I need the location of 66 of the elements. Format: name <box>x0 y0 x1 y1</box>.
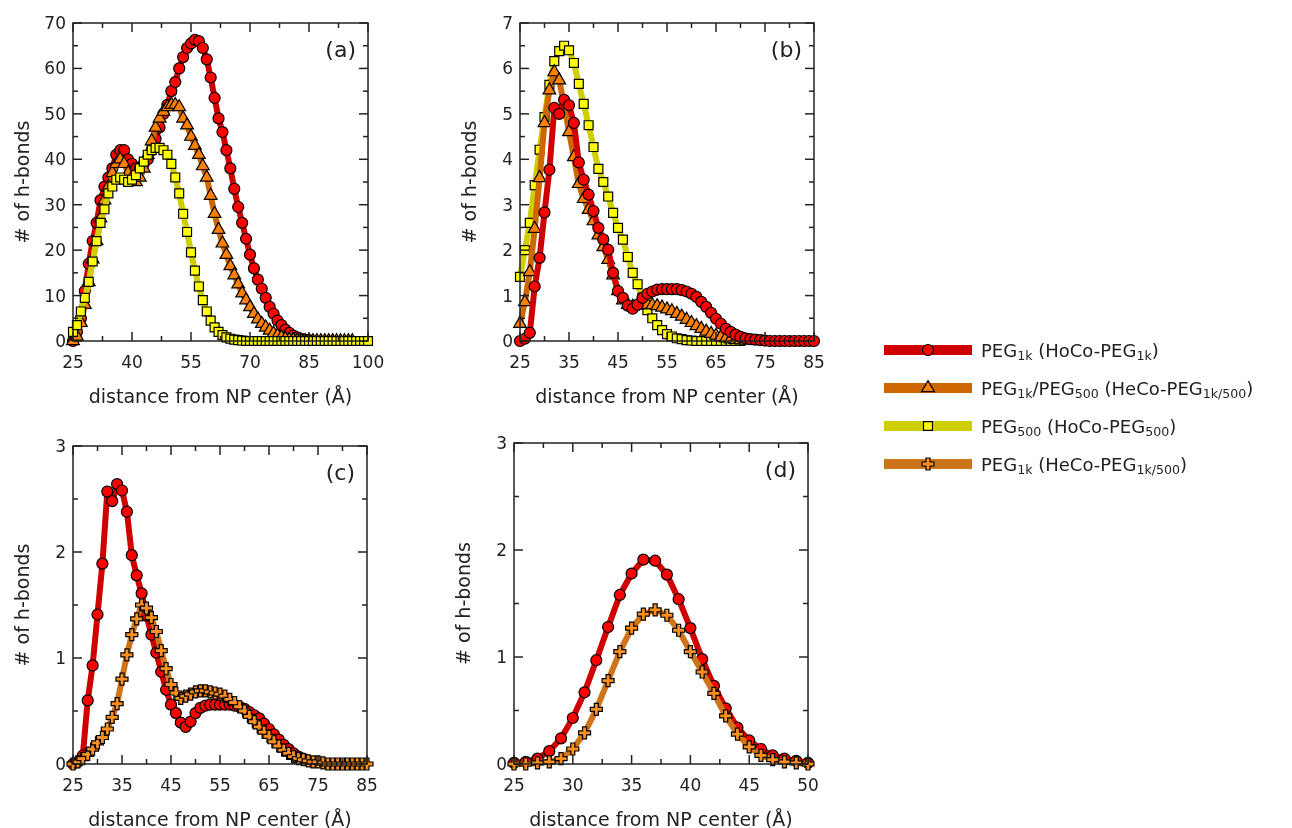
x-tick-label: 65 <box>258 775 280 795</box>
x-axis-title: distance from NP center (Å) <box>88 385 353 407</box>
y-axis-title: # of h-bonds <box>11 543 33 667</box>
x-tick-label: 75 <box>307 775 329 795</box>
y-tick-label: 3 <box>496 433 507 453</box>
y-axis-title: # of h-bonds <box>11 120 33 244</box>
y-tick-label: 3 <box>502 194 513 215</box>
x-tick-label: 45 <box>738 775 761 795</box>
x-tick-label: 50 <box>797 775 819 795</box>
x-tick-label: 25 <box>62 775 84 795</box>
legend-label: PEG$_{1k}$/PEG$_{500}$ (HeCo-PEG$_{1k/500}$) <box>981 378 1254 402</box>
y-tick-label: 4 <box>502 149 513 170</box>
y-tick-label: 0 <box>55 331 66 351</box>
y-tick-label: 50 <box>44 103 66 124</box>
y-tick-label: 0 <box>55 754 66 774</box>
x-tick-label: 30 <box>561 775 584 795</box>
x-tick-label: 85 <box>356 775 378 795</box>
y-tick-label: 3 <box>55 436 66 456</box>
y-tick-label: 6 <box>502 58 513 79</box>
y-tick-label: 70 <box>44 13 66 33</box>
legend-label: PEG$_{1k}$ (HeCo-PEG$_{1k/500}$) <box>981 454 1188 478</box>
y-tick-label: 10 <box>44 285 66 306</box>
x-tick-label: 35 <box>111 775 133 795</box>
x-tick-label: 25 <box>62 352 84 372</box>
x-tick-label: 35 <box>620 775 643 795</box>
x-tick-label: 45 <box>607 352 629 372</box>
y-tick-label: 2 <box>55 542 66 562</box>
annotation: (d) <box>764 457 796 482</box>
x-tick-label: 40 <box>679 775 702 795</box>
x-tick-label: 85 <box>803 352 825 372</box>
x-tick-label: 45 <box>160 775 182 795</box>
y-tick-label: 40 <box>44 149 66 170</box>
annotation: (c) <box>325 460 355 485</box>
y-tick-label: 5 <box>502 103 513 124</box>
x-tick-label: 35 <box>558 352 580 372</box>
y-tick-label: 0 <box>496 754 507 774</box>
y-tick-label: 2 <box>496 540 507 560</box>
y-tick-label: 2 <box>502 240 513 261</box>
x-tick-label: 25 <box>509 352 531 372</box>
y-tick-label: 30 <box>44 194 66 215</box>
annotation: (b) <box>770 37 802 62</box>
y-axis-title: # of h-bonds <box>452 542 474 665</box>
legend-label: PEG$_{1k}$ (HoCo-PEG$_{1k}$) <box>981 340 1159 364</box>
x-axis-title: distance from NP center (Å) <box>529 808 793 828</box>
y-tick-label: 20 <box>44 240 66 261</box>
y-tick-label: 1 <box>55 648 66 668</box>
x-tick-label: 65 <box>705 352 727 372</box>
x-axis-title: distance from NP center (Å) <box>535 385 799 407</box>
x-tick-label: 85 <box>298 352 320 372</box>
x-tick-label: 100 <box>351 352 385 372</box>
y-axis-title: # of h-bonds <box>458 120 480 244</box>
y-tick-label: 60 <box>44 58 66 79</box>
x-tick-label: 55 <box>209 775 231 795</box>
y-tick-label: 1 <box>502 285 513 306</box>
y-tick-label: 1 <box>496 647 507 667</box>
x-tick-label: 40 <box>121 352 143 372</box>
legend-label: PEG$_{500}$ (HoCo-PEG$_{500}$) <box>981 416 1177 440</box>
x-tick-label: 55 <box>180 352 202 372</box>
x-axis-title: distance from NP center (Å) <box>88 808 352 828</box>
y-tick-label: 7 <box>502 13 513 33</box>
x-tick-label: 70 <box>239 352 261 372</box>
x-tick-label: 75 <box>754 352 776 372</box>
x-tick-label: 25 <box>503 775 525 795</box>
x-tick-label: 55 <box>656 352 678 372</box>
annotation: (a) <box>325 37 356 62</box>
y-tick-label: 0 <box>502 331 513 351</box>
